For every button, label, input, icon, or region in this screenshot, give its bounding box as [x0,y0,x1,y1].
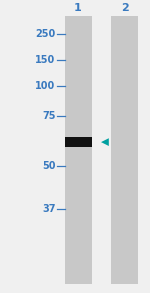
Bar [111,16,138,284]
Bar [64,137,92,147]
Text: 50: 50 [42,161,56,171]
Text: 100: 100 [35,81,56,91]
Text: 250: 250 [35,29,56,39]
Text: 150: 150 [35,55,56,65]
Bar [64,16,92,284]
Text: 75: 75 [42,111,56,121]
Text: 2: 2 [121,3,128,13]
Text: 37: 37 [42,205,56,214]
Text: 1: 1 [74,3,82,13]
